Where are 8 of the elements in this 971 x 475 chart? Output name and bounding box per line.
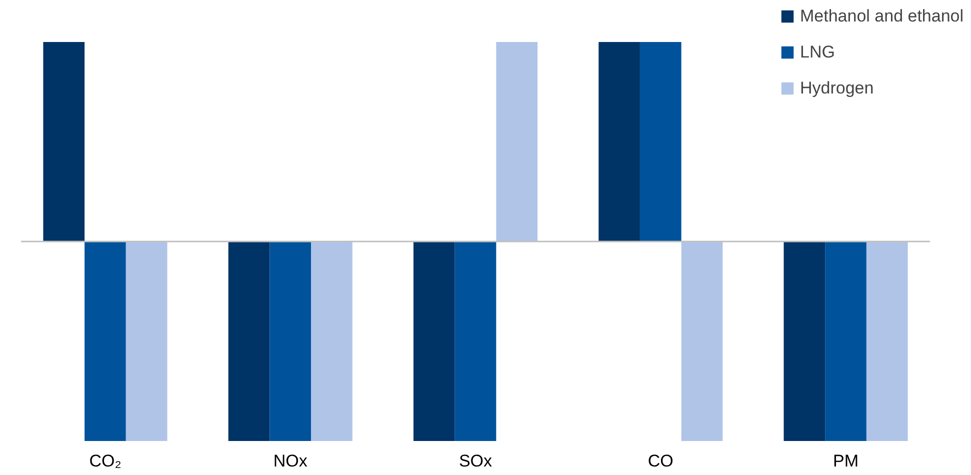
x-tick-label: NOx (273, 452, 308, 470)
x-tick-label: CO (648, 452, 674, 470)
x-tick-label: CO₂ (89, 452, 122, 470)
legend-label: LNG (800, 42, 835, 62)
legend-label: Methanol and ethanol (800, 6, 964, 26)
x-tick-label: SOx (458, 452, 493, 470)
legend-label: Hydrogen (800, 78, 874, 98)
x-tick-label: PM (833, 452, 859, 470)
